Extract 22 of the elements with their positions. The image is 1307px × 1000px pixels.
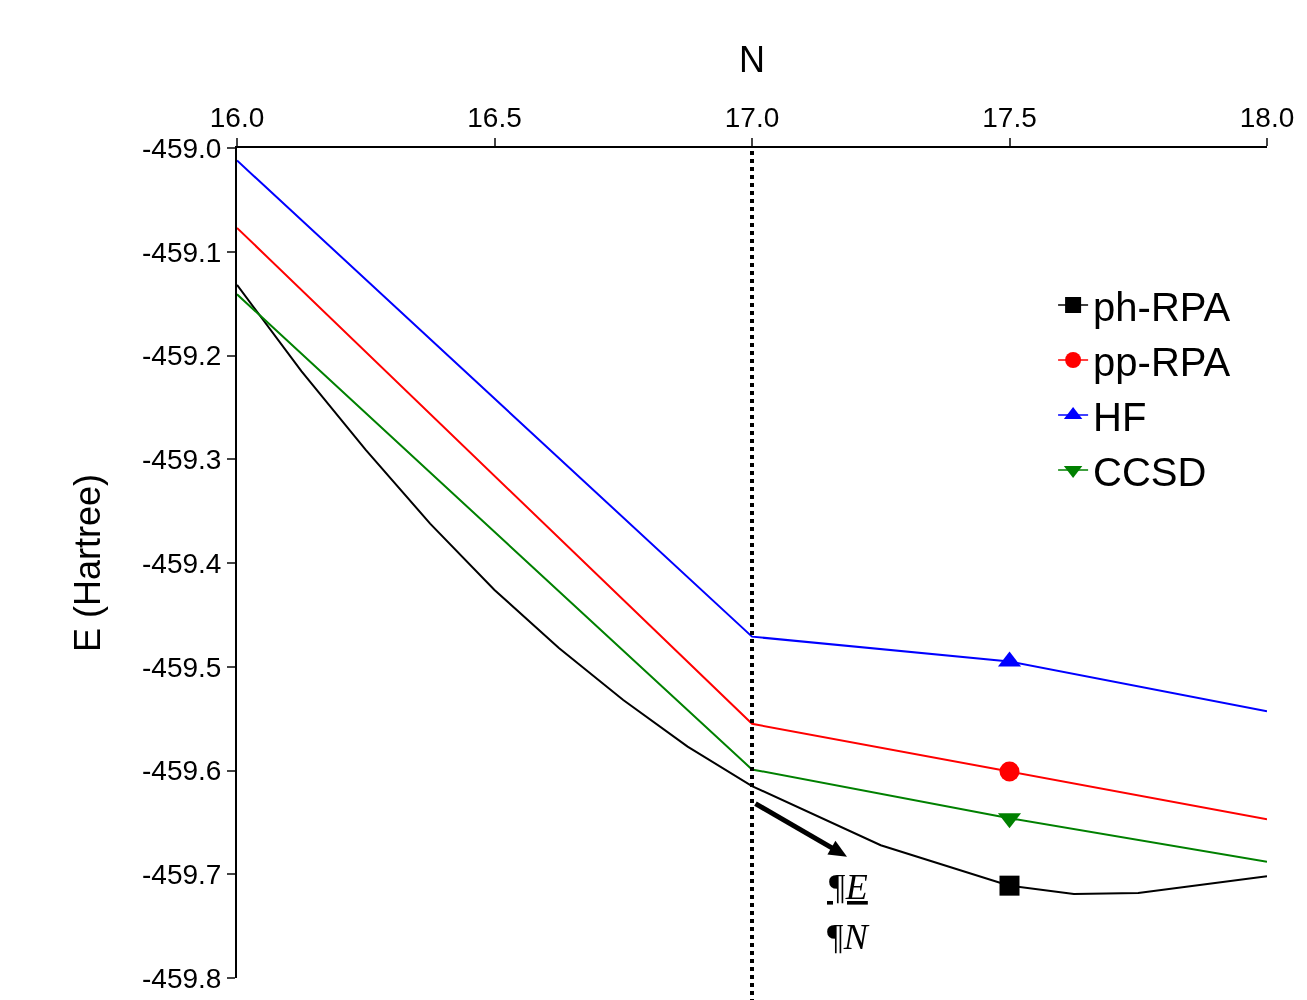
x-tick-label: 17.0 bbox=[724, 101, 780, 133]
legend-label: CCSD bbox=[1093, 449, 1207, 494]
x-tick-label: 16.0 bbox=[209, 101, 265, 133]
y-tick-label: -459.0 bbox=[141, 132, 222, 164]
legend-label: pp-RPA bbox=[1093, 339, 1231, 384]
y-tick-label: -459.2 bbox=[141, 340, 222, 372]
legend-label: ph-RPA bbox=[1093, 284, 1231, 329]
annotation: ¶N bbox=[825, 917, 870, 957]
y-tick-label: -459.1 bbox=[141, 236, 222, 268]
x-tick-label: 18.0 bbox=[1239, 101, 1295, 133]
y-tick-label: -459.7 bbox=[141, 859, 222, 891]
annotation: ¶E bbox=[827, 867, 868, 907]
y-tick-label: -459.3 bbox=[141, 444, 222, 476]
y-tick-label: -459.6 bbox=[141, 755, 222, 787]
legend-label: HF bbox=[1093, 394, 1147, 439]
y-axis-title: E (Hartree) bbox=[67, 473, 109, 653]
y-tick-label: -459.4 bbox=[141, 547, 222, 579]
y-tick-label: -459.8 bbox=[141, 962, 222, 994]
x-tick-label: 16.5 bbox=[467, 101, 522, 133]
x-tick-label: 17.5 bbox=[982, 101, 1037, 133]
x-axis-title: N bbox=[739, 39, 765, 81]
y-tick-label: -459.5 bbox=[141, 651, 222, 683]
